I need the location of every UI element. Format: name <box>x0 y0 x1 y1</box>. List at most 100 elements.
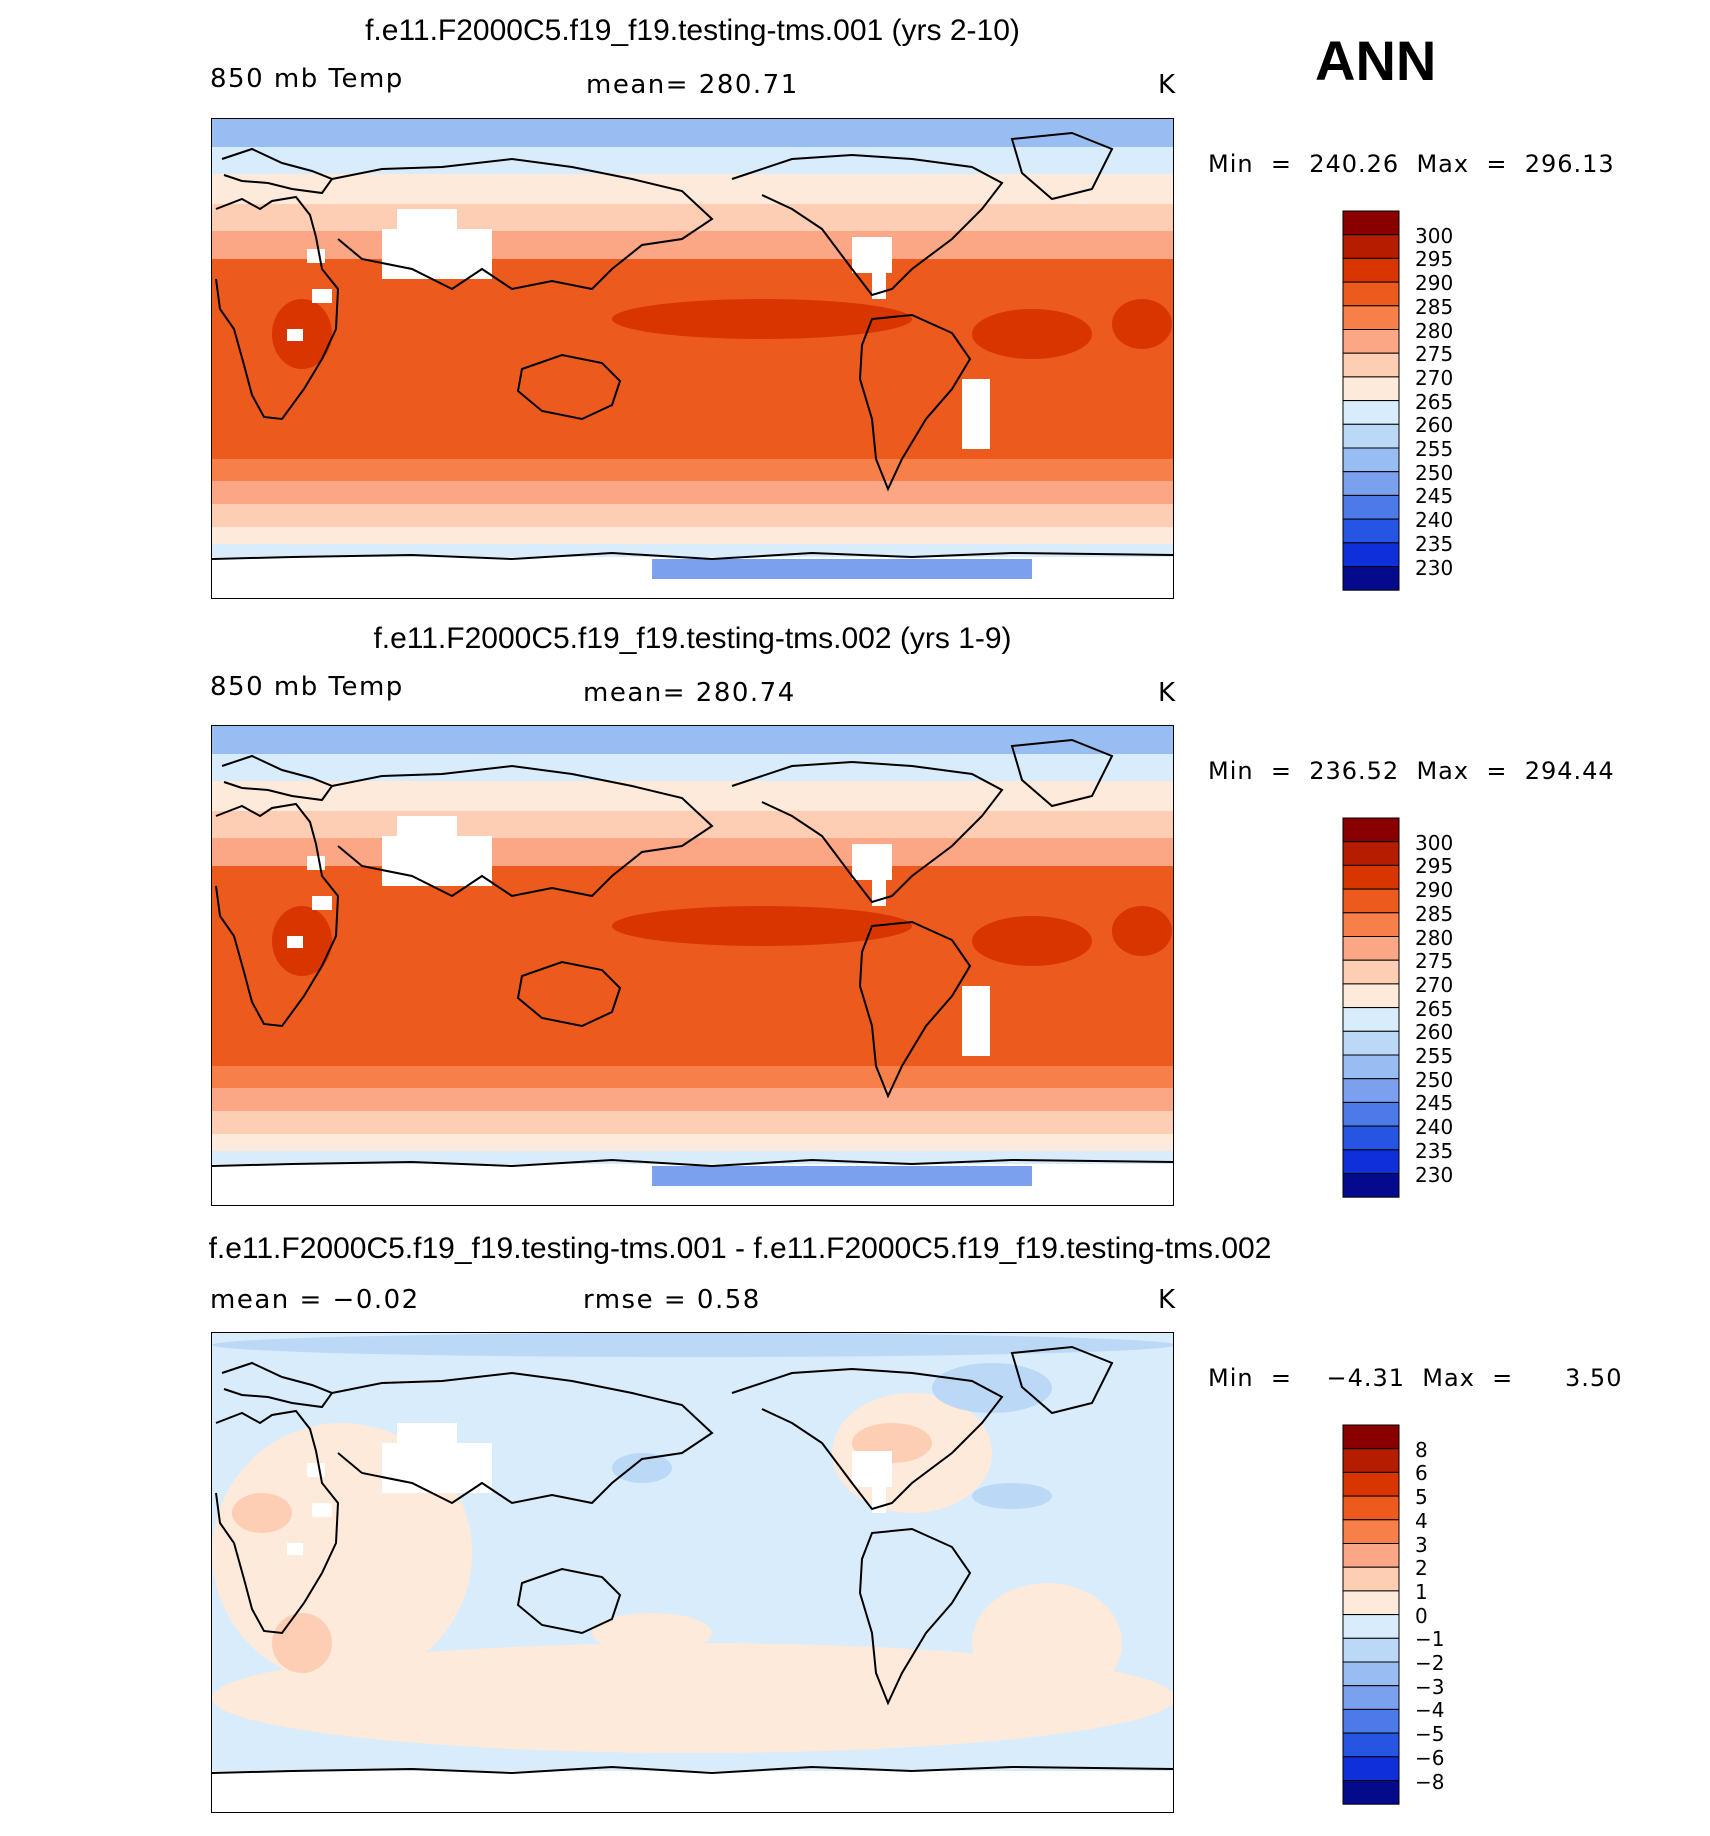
coastline <box>731 153 1004 297</box>
colorbar-tick-label: 300 <box>1415 830 1454 855</box>
colorbar-swatch <box>1342 1756 1400 1781</box>
coastline <box>1010 1345 1114 1415</box>
colorbar-tick-label: 230 <box>1415 555 1454 580</box>
panel1-units: K <box>1158 70 1177 100</box>
temperature-band <box>212 231 1173 259</box>
panel3-map <box>211 1332 1174 1813</box>
coastline <box>858 1527 972 1706</box>
panel2-mean: mean= 280.74 <box>583 678 796 708</box>
missing-data-mask <box>307 1463 325 1477</box>
panel2-title: f.e11.F2000C5.f19_f19.testing-tms.002 (y… <box>373 622 1012 655</box>
arctic-cold-band <box>212 119 1173 139</box>
warm-core <box>972 309 1092 359</box>
colorbar-tick-label: 250 <box>1415 460 1454 485</box>
colorbar-swatch <box>1342 841 1400 866</box>
coastline <box>215 195 340 421</box>
temperature-band <box>212 504 1173 527</box>
colorbar-swatch <box>1342 281 1400 307</box>
temperature-band <box>212 1088 1173 1111</box>
negative-anomaly <box>212 1333 1173 1357</box>
positive-anomaly <box>592 1613 712 1653</box>
colorbar-swatch <box>1342 1732 1400 1758</box>
temperature-band <box>212 174 1173 204</box>
colorbar-tick-label: −1 <box>1415 1627 1445 1652</box>
panel2-colorbar <box>1342 817 1400 1198</box>
coastline <box>212 551 1173 561</box>
missing-data-mask <box>307 249 325 263</box>
colorbar-tick-label: 275 <box>1415 949 1454 974</box>
colorbar-tick-label: 280 <box>1415 318 1454 343</box>
colorbar-tick-label: 290 <box>1415 878 1454 903</box>
missing-data-mask <box>397 209 457 239</box>
colorbar-tick-label: 255 <box>1415 1044 1454 1068</box>
colorbar-tick-label: 280 <box>1415 925 1454 950</box>
colorbar-swatch <box>1342 1685 1400 1710</box>
colorbar-swatch <box>1342 352 1400 378</box>
coastline <box>212 1158 1173 1168</box>
temperature-band <box>212 1066 1173 1088</box>
coastline <box>516 960 622 1028</box>
negative-anomaly <box>972 1483 1052 1509</box>
colorbar-tick-label: −3 <box>1415 1674 1445 1699</box>
map-canvas <box>212 1333 1173 1812</box>
colorbar-tick-label: 1 <box>1415 1579 1428 1604</box>
temperature-band <box>212 754 1173 781</box>
colorbar-swatch <box>1342 1471 1400 1497</box>
warm-core <box>1112 299 1172 349</box>
coastline <box>221 147 334 195</box>
colorbar-tick-label: 255 <box>1415 437 1454 461</box>
panel3-colorbar <box>1342 1424 1400 1805</box>
colorbar-swatch <box>1342 210 1400 236</box>
missing-data-mask <box>312 896 332 910</box>
panel3-mean: mean = −0.02 <box>210 1285 420 1315</box>
missing-data-mask <box>397 1423 457 1453</box>
colorbar-tick-label: 230 <box>1415 1162 1454 1187</box>
colorbar-swatch <box>1342 983 1400 1009</box>
colorbar-tick-label: 265 <box>1415 996 1454 1021</box>
colorbar-svg <box>1342 817 1400 1198</box>
missing-data-mask <box>397 816 457 846</box>
coastline <box>212 1765 1173 1775</box>
map-canvas <box>212 119 1173 598</box>
panel1-colorbar <box>1342 210 1400 591</box>
colorbar-swatch <box>1342 447 1400 473</box>
colorbar-swatch <box>1342 329 1400 354</box>
colorbar-tick-label: 245 <box>1415 1091 1454 1116</box>
panel3-units: K <box>1158 1285 1177 1315</box>
colorbar-swatch <box>1342 1007 1400 1032</box>
missing-data-mask <box>287 936 303 948</box>
panel1-mean: mean= 280.71 <box>586 70 799 100</box>
colorbar-tick-label: 6 <box>1415 1461 1428 1486</box>
colorbar-swatch <box>1342 1424 1400 1450</box>
colorbar-tick-label: 0 <box>1415 1603 1428 1628</box>
colorbar-swatch <box>1342 1614 1400 1639</box>
temperature-band <box>212 204 1173 231</box>
coastline <box>1010 131 1114 201</box>
coastline <box>221 754 334 802</box>
panel1-variable: 850 mb Temp <box>210 64 404 94</box>
temperature-band <box>212 1134 1173 1151</box>
temperature-band <box>212 259 1173 459</box>
missing-data-mask <box>287 1543 303 1555</box>
colorbar-swatch <box>1342 1519 1400 1545</box>
colorbar-swatch <box>1342 1495 1400 1521</box>
positive-anomaly-strong <box>232 1493 292 1533</box>
coastline <box>215 1409 340 1635</box>
colorbar-swatch <box>1342 518 1400 544</box>
temperature-band <box>212 838 1173 866</box>
colorbar-swatch <box>1342 566 1400 591</box>
negative-anomaly <box>932 1363 1052 1413</box>
colorbar-tick-label: −8 <box>1415 1769 1445 1794</box>
temperature-band <box>212 527 1173 544</box>
colorbar-swatch <box>1342 1125 1400 1151</box>
panel1-title: f.e11.F2000C5.f19_f19.testing-tms.001 (y… <box>365 14 1020 47</box>
missing-data-mask <box>312 1503 332 1517</box>
colorbar-swatch <box>1342 1448 1400 1473</box>
colorbar-swatch <box>1342 1708 1400 1734</box>
panel1-minmax: Min = 240.26 Max = 296.13 <box>1208 150 1615 178</box>
panel3-minmax: Min = −4.31 Max = 3.50 <box>1208 1364 1623 1392</box>
colorbar-swatch <box>1342 1543 1400 1568</box>
colorbar-swatch <box>1342 1780 1400 1805</box>
missing-data-mask <box>307 856 325 870</box>
colorbar-tick-label: 295 <box>1415 247 1454 272</box>
